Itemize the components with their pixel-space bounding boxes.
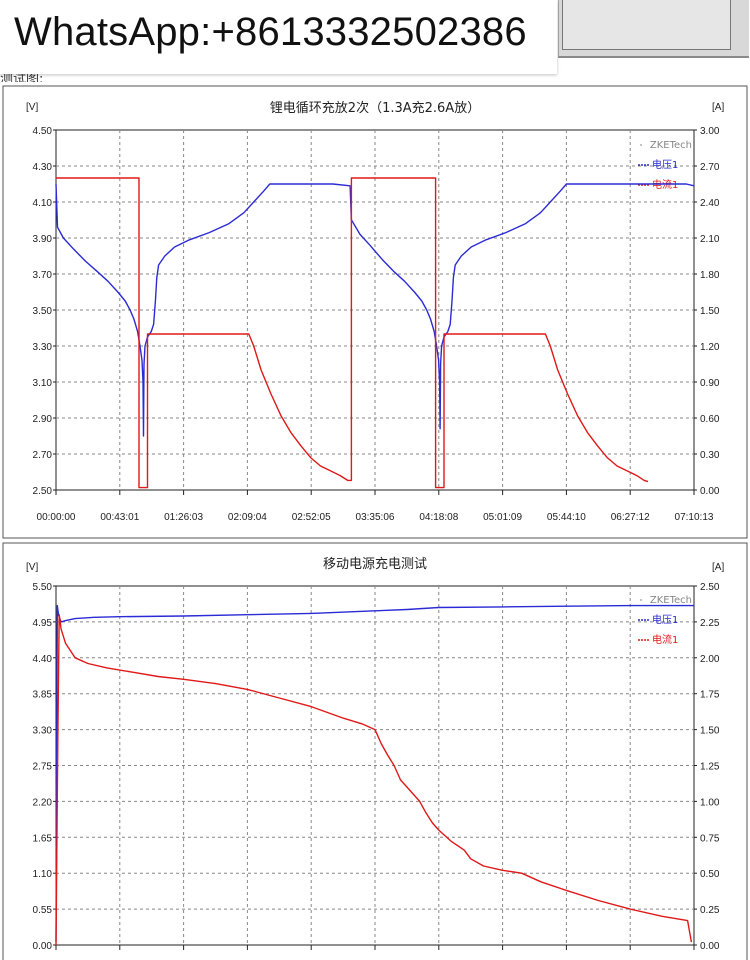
- y-tick-right: 1.20: [700, 342, 720, 353]
- y-unit-left: [V]: [26, 562, 38, 573]
- y-tick-left: 4.10: [33, 198, 53, 209]
- y-unit-right: [A]: [712, 562, 724, 573]
- window-fragment: [558, 0, 749, 58]
- legend-label: 电压1: [652, 158, 678, 171]
- x-tick-label: 05:44:10: [547, 512, 586, 523]
- y-tick-right: 1.75: [700, 690, 720, 701]
- y-tick-right: 2.25: [700, 618, 720, 629]
- y-tick-right: 0.30: [700, 450, 720, 461]
- legend-watermark: ZKETech: [650, 595, 692, 606]
- y-tick-left: 2.70: [33, 450, 53, 461]
- y-tick-left: 1.65: [33, 833, 53, 844]
- x-tick-label: 02:09:04: [228, 512, 267, 523]
- y-tick-left: 0.00: [33, 941, 53, 952]
- y-tick-left: 3.85: [33, 690, 53, 701]
- y-tick-left: 2.50: [33, 486, 53, 497]
- y-tick-left: 3.50: [33, 306, 53, 317]
- y-tick-right: 1.80: [700, 270, 720, 281]
- x-tick-label: 02:52:05: [292, 512, 331, 523]
- whatsapp-watermark-text: WhatsApp:+8613332502386: [14, 10, 527, 54]
- x-tick-label: 03:35:06: [356, 512, 395, 523]
- chart-2: 5.50 4.95 4.40 3.85 3.30 2.75 2.20 1.65 1.10 0.55…: [2, 542, 748, 960]
- y-tick-right: 0.50: [700, 869, 720, 880]
- y-tick-left: 4.40: [33, 654, 53, 665]
- y-tick-right: 2.50: [700, 582, 720, 593]
- chart-title: 锂电循环充放2次（1.3A充2.6A放）: [270, 100, 480, 116]
- y-tick-right: 2.00: [700, 654, 720, 665]
- x-tick-label: 05:01:09: [483, 512, 522, 523]
- y-tick-right: 0.90: [700, 378, 720, 389]
- y-tick-left: 3.10: [33, 378, 53, 389]
- y-tick-left: 2.75: [33, 762, 53, 773]
- y-tick-right: 1.50: [700, 726, 720, 737]
- y-tick-left: 5.50: [33, 582, 53, 593]
- cut-off-caption: 测试图:: [0, 74, 120, 82]
- series-line: [56, 177, 649, 489]
- y-tick-left: 4.95: [33, 618, 53, 629]
- chart-1: 4.50 4.30 4.10 3.90 3.70 3.50 3.30 3.10 2.90 2.70…: [2, 85, 748, 539]
- y-tick-left: 3.90: [33, 234, 53, 245]
- y-tick-right: 0.75: [700, 833, 720, 844]
- y-tick-right: 2.10: [700, 234, 720, 245]
- y-tick-left: 1.10: [33, 869, 53, 880]
- y-tick-left: 3.30: [33, 726, 53, 737]
- x-tick-label: 01:26:03: [164, 512, 203, 523]
- y-tick-left: 2.90: [33, 414, 53, 425]
- y-tick-right: 2.40: [700, 198, 720, 209]
- y-tick-left: 0.55: [33, 905, 53, 916]
- cut-off-caption-text: 测试图:: [0, 74, 44, 82]
- x-tick-label: 00:00:00: [37, 512, 76, 523]
- y-tick-right: 0.25: [700, 905, 720, 916]
- y-tick-left: 3.30: [33, 342, 53, 353]
- y-tick-left: 3.70: [33, 270, 53, 281]
- y-tick-right: 1.50: [700, 306, 720, 317]
- y-unit-right: [A]: [712, 102, 724, 113]
- y-tick-left: 4.30: [33, 162, 53, 173]
- x-tick-label: 06:27:12: [611, 512, 650, 523]
- legend: ZKETech 电压1 电流1: [638, 595, 692, 646]
- y-tick-right: 2.70: [700, 162, 720, 173]
- y-tick-right: 1.25: [700, 762, 720, 773]
- y-tick-right: 0.60: [700, 414, 720, 425]
- y-unit-left: [V]: [26, 102, 38, 113]
- legend-label: 电压1: [652, 613, 678, 626]
- x-tick-label: 07:10:13: [675, 512, 714, 523]
- y-tick-right: 1.00: [700, 797, 720, 808]
- y-tick-right: 0.00: [700, 941, 720, 952]
- chart-title: 移动电源充电测试: [323, 556, 427, 572]
- y-tick-right: 0.00: [700, 486, 720, 497]
- legend-label: 电流1: [652, 633, 678, 646]
- x-tick-label: 00:43:01: [100, 512, 139, 523]
- y-tick-left: 4.50: [33, 126, 53, 137]
- legend-watermark: ZKETech: [650, 140, 692, 151]
- y-tick-left: 2.20: [33, 797, 53, 808]
- whatsapp-watermark-banner: WhatsApp:+8613332502386: [0, 0, 557, 74]
- x-tick-label: 04:18:08: [419, 512, 458, 523]
- window-fragment-inner: [562, 0, 731, 50]
- y-tick-right: 3.00: [700, 126, 720, 137]
- series-line: [55, 614, 693, 946]
